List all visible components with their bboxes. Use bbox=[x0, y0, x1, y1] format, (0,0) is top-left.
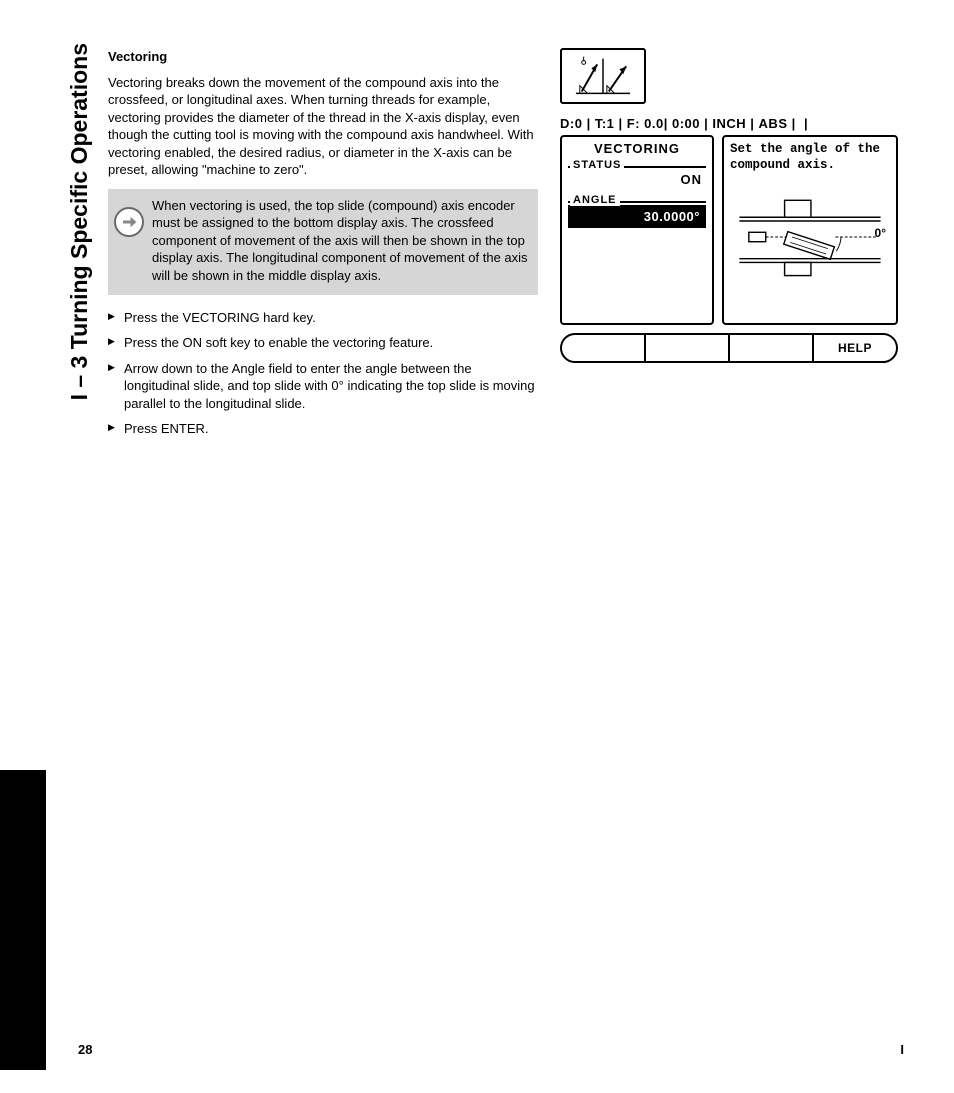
vectoring-hardkey-icon bbox=[560, 48, 646, 104]
status-field-label: STATUS bbox=[570, 159, 624, 171]
list-item: Press the VECTORING hard key. bbox=[108, 309, 538, 327]
status-f: F: 0.0 bbox=[627, 116, 664, 131]
black-thumb-tab bbox=[0, 770, 46, 1070]
status-d: D:0 bbox=[560, 116, 582, 131]
status-field-value[interactable]: ON bbox=[568, 172, 706, 187]
zero-degree-label: 0° bbox=[875, 226, 886, 240]
status-mode: ABS bbox=[759, 116, 788, 131]
arrow-right-icon bbox=[114, 207, 144, 237]
page-section-roman: I bbox=[900, 1042, 904, 1057]
angle-field-value[interactable]: 30.0000° bbox=[568, 205, 706, 228]
panel-title: VECTORING bbox=[568, 141, 706, 156]
form-panel: VECTORING STATUS ON ANGLE 30.0000° bbox=[560, 135, 714, 325]
note-text: When vectoring is used, the top slide (c… bbox=[152, 197, 528, 285]
instruction-list: Press the VECTORING hard key. Press the … bbox=[108, 309, 538, 438]
page-number: 28 bbox=[78, 1042, 92, 1057]
sidebar-section-title: I – 3 Turning Specific Operations bbox=[66, 43, 93, 400]
section-title: Vectoring bbox=[108, 48, 538, 66]
softkey-2[interactable] bbox=[646, 335, 730, 361]
softkey-3[interactable] bbox=[730, 335, 814, 361]
list-item: Press the ON soft key to enable the vect… bbox=[108, 334, 538, 352]
list-item: Arrow down to the Angle field to enter t… bbox=[108, 360, 538, 413]
softkey-1[interactable] bbox=[562, 335, 646, 361]
status-t: T:1 bbox=[595, 116, 615, 131]
hint-panel: Set the angle of the compound axis. bbox=[722, 135, 898, 325]
compound-axis-diagram: 0° bbox=[730, 192, 890, 282]
hint-text: Set the angle of the compound axis. bbox=[730, 141, 890, 174]
softkey-help[interactable]: HELP bbox=[814, 335, 896, 361]
intro-paragraph: Vectoring breaks down the movement of th… bbox=[108, 74, 538, 179]
list-item: Press ENTER. bbox=[108, 420, 538, 438]
note-callout: When vectoring is used, the top slide (c… bbox=[108, 189, 538, 295]
softkey-bar: HELP bbox=[560, 333, 898, 363]
status-unit: INCH bbox=[712, 116, 746, 131]
dro-status-line: D:0 | T:1 | F: 0.0| 0:00 | INCH | ABS | … bbox=[560, 116, 900, 131]
status-time: 0:00 bbox=[672, 116, 700, 131]
angle-field-label: ANGLE bbox=[570, 194, 620, 206]
